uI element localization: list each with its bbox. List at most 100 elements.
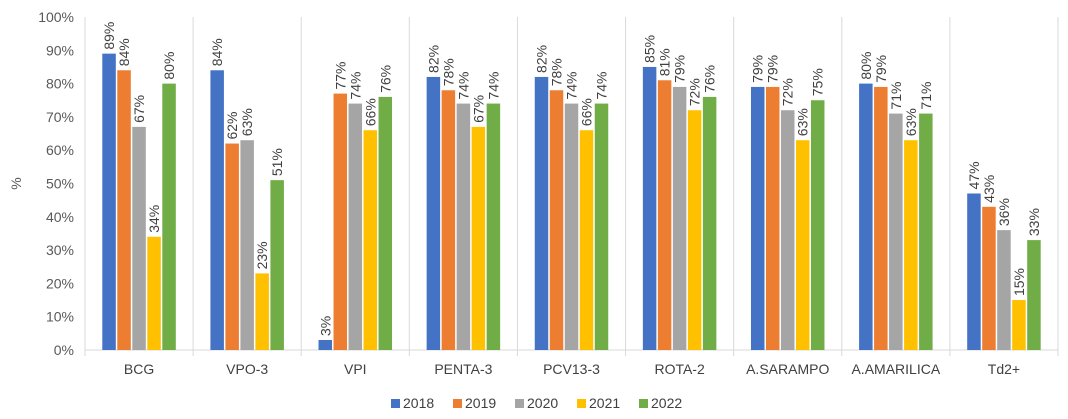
data-label: 77% (332, 62, 348, 90)
data-label: 23% (254, 241, 270, 269)
data-label: 80% (161, 52, 177, 80)
data-label: 79% (672, 55, 688, 83)
data-label: 82% (425, 45, 441, 73)
bar-2018 (642, 66, 657, 350)
bar-2020 (672, 86, 687, 351)
x-tick-label: BCG (124, 361, 154, 377)
legend-label: 2019 (465, 395, 496, 411)
bar-2020 (240, 140, 254, 350)
data-label: 43% (981, 175, 997, 203)
y-tick-label: 30% (46, 242, 74, 258)
y-tick-label: 0% (54, 342, 74, 358)
data-label: 76% (377, 65, 393, 93)
data-label: 66% (362, 98, 378, 126)
bar-2019 (333, 93, 348, 350)
data-label: 67% (470, 95, 486, 123)
bar-2021 (147, 236, 161, 350)
y-axis-label: % (8, 177, 24, 189)
y-tick-label: 70% (46, 109, 74, 125)
bar-2021 (255, 273, 269, 350)
legend-label: 2018 (403, 395, 434, 411)
data-label: 63% (795, 108, 811, 136)
x-tick-label: VPO-3 (226, 361, 268, 377)
data-label: 36% (996, 198, 1012, 226)
legend-label: 2020 (527, 395, 558, 411)
bar-2022 (270, 180, 284, 350)
data-label: 74% (594, 72, 610, 100)
bar-2021 (687, 110, 702, 351)
bar-2020 (780, 110, 795, 351)
data-label: 84% (209, 38, 225, 66)
y-tick-label: 10% (46, 309, 74, 325)
x-tick-label: VPI (344, 361, 367, 377)
data-label: 89% (101, 22, 117, 50)
x-tick-label: PENTA-3 (434, 361, 492, 377)
bar-2020 (564, 103, 579, 350)
data-label: 78% (440, 58, 456, 86)
data-label: 74% (347, 72, 363, 100)
data-label: 74% (485, 72, 501, 100)
x-tick-label: A.AMARILICA (851, 361, 940, 377)
legend-swatch (515, 399, 524, 408)
legend-swatch (391, 399, 400, 408)
data-label: 79% (873, 55, 889, 83)
bar-2022 (702, 96, 717, 350)
y-tick-label: 50% (46, 176, 74, 192)
bar-2022 (378, 96, 393, 350)
data-label: 62% (224, 112, 240, 140)
y-tick-label: 20% (46, 275, 74, 291)
data-label: 51% (269, 148, 285, 176)
data-label: 71% (918, 82, 934, 110)
data-label: 34% (146, 205, 162, 233)
data-label: 72% (687, 78, 703, 106)
x-tick-label: Td2+ (988, 361, 1020, 377)
bar-2021 (904, 140, 918, 350)
bar-2019 (549, 90, 564, 350)
bar-2020 (348, 103, 363, 350)
data-label: 76% (702, 65, 718, 93)
bar-2020 (889, 113, 903, 350)
legend-label: 2022 (651, 395, 682, 411)
bar-2022 (162, 83, 176, 350)
bar-2022 (919, 113, 933, 350)
bar-2022 (1027, 240, 1041, 350)
legend-swatch (639, 399, 648, 408)
y-tick-label: 40% (46, 209, 74, 225)
bar-2018 (750, 86, 765, 351)
data-label: 72% (780, 78, 796, 106)
bar-2022 (594, 103, 609, 350)
bar-2021 (363, 130, 378, 350)
bar-2018 (318, 340, 333, 350)
data-label: 47% (966, 161, 982, 189)
data-label: 71% (888, 82, 904, 110)
bar-2020 (997, 230, 1011, 350)
legend-label: 2021 (589, 395, 620, 411)
data-label: 3% (317, 316, 333, 336)
data-label: 74% (455, 72, 471, 100)
data-label: 80% (858, 52, 874, 80)
data-label: 74% (564, 72, 580, 100)
bar-2021 (1012, 300, 1026, 350)
bar-2018 (967, 193, 981, 350)
bar-2021 (471, 126, 486, 350)
data-label: 63% (239, 108, 255, 136)
bar-2019 (657, 80, 672, 351)
bar-2018 (210, 70, 224, 350)
bar-2018 (102, 53, 116, 350)
bar-2020 (456, 103, 471, 350)
bar-2021 (795, 140, 810, 350)
data-label: 84% (116, 38, 132, 66)
data-label: 63% (903, 108, 919, 136)
data-label: 81% (657, 48, 673, 76)
data-label: 67% (131, 95, 147, 123)
x-tick-label: PCV13-3 (543, 361, 600, 377)
bar-2019 (117, 70, 131, 350)
data-label: 78% (549, 58, 565, 86)
data-label: 75% (810, 68, 826, 96)
data-label: 85% (642, 35, 658, 63)
bar-2021 (579, 130, 594, 350)
bar-2018 (534, 76, 549, 350)
bar-2018 (859, 83, 873, 350)
data-label: 79% (750, 55, 766, 83)
